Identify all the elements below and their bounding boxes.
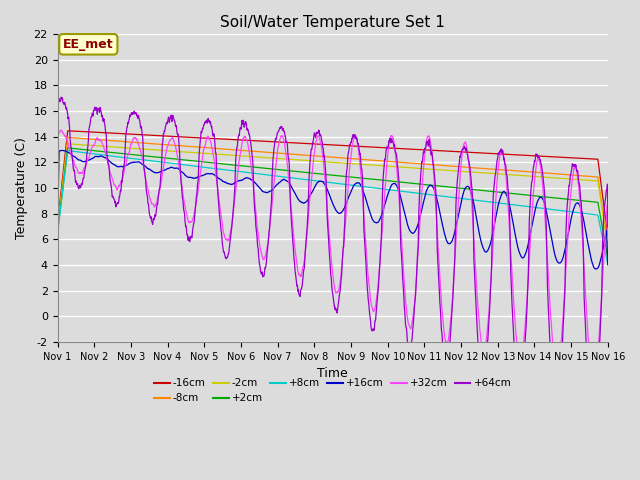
-2cm (349, 161, 356, 167)
-8cm (571, 172, 579, 178)
+8cm (556, 207, 563, 213)
Line: -16cm: -16cm (58, 131, 608, 236)
+64cm (54, 170, 61, 176)
Y-axis label: Temperature (C): Temperature (C) (15, 137, 28, 239)
-2cm (571, 176, 579, 182)
+32cm (361, 224, 369, 229)
+16cm (493, 210, 500, 216)
+2cm (349, 174, 356, 180)
-2cm (361, 162, 369, 168)
+2cm (54, 229, 61, 235)
+64cm (349, 132, 356, 138)
Line: +64cm: +64cm (58, 97, 608, 425)
-2cm (54, 227, 61, 233)
-16cm (361, 144, 369, 150)
+2cm (556, 195, 563, 201)
-8cm (361, 156, 369, 162)
+16cm (604, 262, 612, 267)
+2cm (207, 160, 215, 166)
-2cm (604, 244, 612, 250)
-8cm (349, 156, 356, 161)
Line: +32cm: +32cm (58, 130, 608, 376)
+64cm (57, 95, 65, 100)
+32cm (589, 373, 597, 379)
+16cm (556, 260, 563, 266)
+32cm (556, 356, 563, 362)
+32cm (493, 183, 500, 189)
+32cm (57, 127, 65, 133)
+2cm (64, 145, 72, 151)
+8cm (54, 230, 61, 236)
+32cm (349, 141, 356, 146)
Line: +2cm: +2cm (58, 148, 608, 258)
+8cm (604, 262, 612, 267)
Title: Soil/Water Temperature Set 1: Soil/Water Temperature Set 1 (220, 15, 445, 30)
-16cm (349, 143, 356, 149)
Text: EE_met: EE_met (63, 38, 114, 51)
+32cm (207, 142, 215, 147)
Line: +8cm: +8cm (58, 151, 608, 264)
+8cm (361, 184, 369, 190)
+64cm (604, 224, 612, 229)
-8cm (493, 167, 500, 172)
+16cm (571, 203, 579, 209)
+2cm (493, 189, 500, 195)
+64cm (556, 395, 563, 400)
+8cm (207, 165, 215, 171)
X-axis label: Time: Time (317, 367, 348, 380)
-16cm (493, 151, 500, 156)
Legend: -16cm, -8cm, -2cm, +2cm, +8cm, +16cm, +32cm, +64cm: -16cm, -8cm, -2cm, +2cm, +8cm, +16cm, +3… (150, 374, 515, 408)
-8cm (556, 171, 563, 177)
-2cm (493, 171, 500, 177)
+64cm (588, 422, 596, 428)
+2cm (361, 176, 369, 181)
+8cm (64, 148, 72, 154)
-16cm (604, 233, 612, 239)
+64cm (571, 163, 579, 168)
+32cm (54, 222, 61, 228)
+16cm (207, 171, 215, 177)
-16cm (556, 154, 563, 160)
+8cm (349, 182, 356, 188)
+64cm (207, 124, 215, 130)
-2cm (556, 175, 563, 181)
+16cm (54, 231, 61, 237)
+64cm (493, 162, 500, 168)
+16cm (592, 266, 600, 272)
-16cm (64, 128, 72, 133)
+32cm (571, 164, 579, 169)
-8cm (207, 145, 215, 151)
Line: -2cm: -2cm (58, 144, 608, 247)
+8cm (493, 200, 500, 205)
+8cm (571, 209, 579, 215)
-16cm (54, 221, 61, 227)
-16cm (571, 155, 579, 161)
-2cm (207, 151, 215, 156)
+32cm (604, 237, 612, 242)
-8cm (54, 224, 61, 229)
Line: -8cm: -8cm (58, 137, 608, 245)
+16cm (58, 147, 65, 153)
+2cm (604, 255, 612, 261)
-16cm (207, 135, 215, 141)
Line: +16cm: +16cm (58, 150, 608, 269)
+16cm (349, 185, 356, 191)
-8cm (64, 134, 72, 140)
+2cm (571, 197, 579, 203)
+16cm (361, 192, 369, 198)
+64cm (361, 239, 369, 244)
-8cm (604, 242, 612, 248)
-2cm (64, 141, 72, 147)
